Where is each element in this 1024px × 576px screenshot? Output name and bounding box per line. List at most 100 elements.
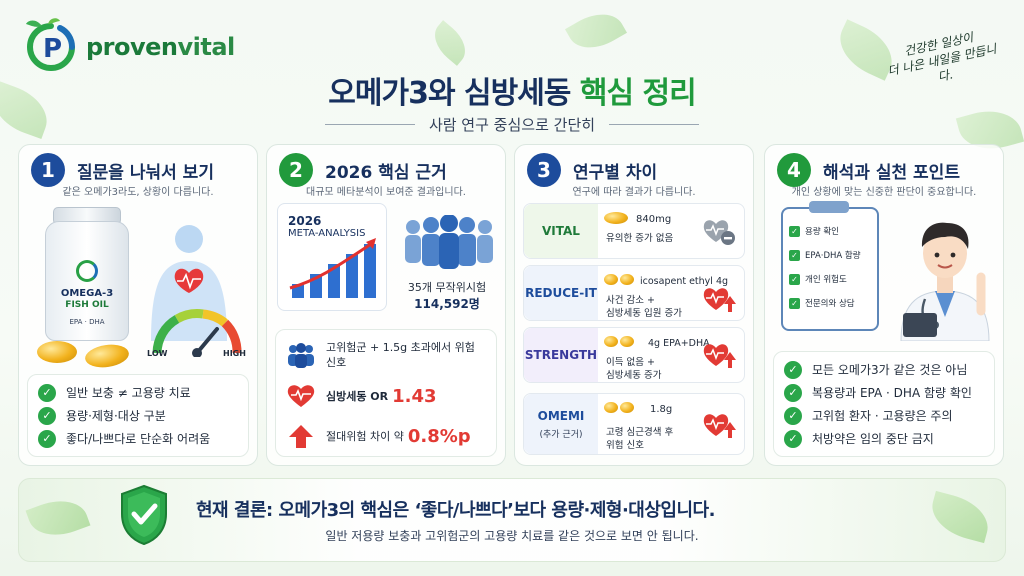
study-dose: 4g EPA+DHA: [648, 338, 710, 349]
doctor-illustration-icon: [895, 207, 995, 345]
study-name: STRENGTH: [524, 328, 598, 382]
heart-pulse-icon: [286, 382, 316, 410]
capsule-icons: [604, 402, 634, 413]
card-subtitle: 같은 오메가3라도, 상황이 다릅니다.: [62, 187, 214, 198]
card-practical-points: 4 해석과 실천 포인트 개인 상황에 맞는 신중한 판단이 중요합니다. ✓ 용…: [764, 144, 1004, 466]
card-2026-evidence: 2 2026 핵심 근거 대규모 메타분석이 보여준 결과입니다. 2026 M…: [266, 144, 506, 466]
absolute-risk-label: 절대위험 차이 약: [326, 430, 404, 443]
checklist-item: ✓ 처방약은 임의 중단 금지: [784, 427, 984, 450]
brand-logo-icon: P: [22, 18, 80, 76]
clipboard-clip: [809, 201, 849, 213]
brand-name: provenvital: [86, 33, 235, 61]
checklist-item: ✓ 일반 보충 ≠ 고용량 치료: [38, 381, 238, 404]
trials-value: 114,592명: [414, 297, 480, 311]
study-row-vital: VITAL 840mg 유의한 증가 없음: [523, 203, 745, 259]
gauge-high-label: HIGH: [223, 349, 246, 358]
clipboard-item: ✓ 개인 위험도: [789, 273, 847, 285]
check-icon: ✓: [38, 383, 56, 402]
or-label: 심방세동 OR: [326, 390, 389, 403]
meta-year: 2026: [288, 214, 322, 228]
stat-row: 심방세동 OR 1.43: [286, 382, 488, 410]
heart-minus-icon: [702, 216, 736, 250]
card-study-differences: 3 연구별 차이 연구에 따라 결과가 다릅니다. VITAL 840mg 유의…: [514, 144, 754, 466]
leaf-decoration: [564, 3, 628, 59]
shield-check-icon: [118, 484, 170, 550]
svg-text:P: P: [43, 34, 62, 64]
capsule-icon: [83, 342, 131, 370]
heart-up-icon: [702, 340, 736, 374]
trials-label: 35개 무작위시험: [407, 281, 487, 294]
bottle-label: OMEGA-3: [60, 288, 114, 299]
card-subtitle: 대규모 메타분석이 보여준 결과입니다.: [306, 187, 466, 198]
capsule-icons: [604, 212, 628, 224]
study-result: 고령 심근경색 후 위험 신호: [606, 427, 674, 451]
subtitle-row: 사람 연구 중심으로 간단히: [0, 114, 1024, 135]
checklist: ✓ 모든 오메가3가 같은 것은 아님 ✓ 복용량과 EPA · DHA 함량 확인…: [773, 351, 995, 457]
brand-logo: P provenvital: [22, 18, 235, 76]
step-number-badge: 2: [279, 153, 313, 187]
check-icon: ✓: [789, 225, 800, 237]
study-name: REDUCE-IT: [524, 266, 598, 320]
stats-panel: 고위험군 + 1.5g 초과에서 위험 신호 심방세동 OR 1.43 절대위험…: [275, 329, 497, 457]
risk-gauge: [147, 305, 247, 361]
divider: [609, 124, 700, 125]
checklist-item: ✓ 복용량과 EPA · DHA 함량 확인: [784, 381, 984, 404]
card-header: 4 해석과 실천 포인트: [777, 153, 960, 187]
arrow-up-icon: [286, 422, 316, 450]
stat-row: 절대위험 차이 약 0.8%p: [286, 422, 488, 450]
page-title: 오메가3와 심방세동 핵심 정리: [328, 76, 696, 111]
conclusion-text: 현재 결론: 오메가3의 핵심은 ‘좋다/나쁘다’보다 용량·제형·대상입니다.: [196, 500, 715, 521]
step-number-badge: 3: [527, 153, 561, 187]
checklist-item: ✓ 용량·제형·대상 구분: [38, 404, 238, 427]
card-split-question: 1 질문을 나눠서 보기 같은 오메가3라도, 상황이 다릅니다. OMEGA-…: [18, 144, 258, 466]
study-result: 사건 감소 + 심방세동 입원 증가: [606, 295, 682, 319]
card-subtitle: 연구에 따라 결과가 다릅니다.: [572, 187, 696, 198]
check-icon: ✓: [784, 406, 802, 425]
card-title: 해석과 실천 포인트: [823, 162, 960, 183]
card-title: 질문을 나눠서 보기: [77, 162, 214, 183]
card-header: 1 질문을 나눠서 보기: [31, 153, 214, 187]
study-name: OMEMI (추가 근거): [524, 394, 598, 454]
card-header: 2 2026 핵심 근거: [279, 153, 447, 187]
check-icon: ✓: [789, 297, 800, 309]
clipboard-item: ✓ EPA·DHA 함량: [789, 249, 861, 261]
stat-high-risk-text: 고위험군 + 1.5g 초과에서 위험 신호: [326, 341, 475, 369]
step-number-badge: 1: [31, 153, 65, 187]
conclusion-banner: [18, 478, 1006, 562]
clipboard-item: ✓ 전문의와 상담: [789, 297, 855, 309]
gauge-low-label: LOW: [147, 349, 168, 358]
bottle-sublabel: FISH OIL: [65, 300, 109, 310]
check-icon: ✓: [784, 383, 802, 402]
check-icon: ✓: [38, 406, 56, 425]
card-header: 3 연구별 차이: [527, 153, 657, 187]
leaf-decoration: [426, 20, 474, 66]
checklist-item: ✓ 좋다/나쁘다로 단순화 어려움: [38, 427, 238, 450]
group-icon: [286, 341, 316, 369]
bottle-logo-icon: [76, 260, 98, 282]
capsule-icon: [37, 341, 77, 363]
conclusion-note: 일반 저용량 보충과 고위험군의 고용량 치료를 같은 것으로 보면 안 됩니다…: [325, 529, 699, 543]
check-icon: ✓: [784, 360, 802, 379]
study-result: 유의한 증가 없음: [606, 233, 674, 244]
card-title: 연구별 차이: [573, 162, 658, 183]
study-row-reduce-it: REDUCE-IT icosapent ethyl 4g 사건 감소 + 심방세동…: [523, 265, 745, 321]
meta-label: META-ANALYSIS: [288, 228, 366, 239]
stat-row: 고위험군 + 1.5g 초과에서 위험 신호: [286, 340, 488, 370]
bottle-sublabel-2: EPA · DHA: [69, 318, 105, 326]
heart-up-icon: [702, 410, 736, 444]
check-icon: ✓: [789, 249, 800, 261]
check-icon: ✓: [784, 429, 802, 448]
meta-analysis-chart: 2026 META-ANALYSIS: [277, 203, 387, 311]
page-subtitle: 사람 연구 중심으로 간단히: [428, 116, 596, 134]
check-icon: ✓: [789, 273, 800, 285]
study-row-omemi: OMEMI (추가 근거) 1.8g 고령 심근경색 후 위험 신호: [523, 393, 745, 455]
study-row-strength: STRENGTH 4g EPA+DHA 이득 없음 + 심방세동 증가: [523, 327, 745, 383]
omega3-bottle: OMEGA-3 FISH OIL EPA · DHA: [45, 221, 129, 341]
study-dose: 840mg: [636, 214, 672, 225]
clipboard-item: ✓ 용량 확인: [789, 225, 839, 237]
checklist-item: ✓ 고위험 환자 · 고용량은 주의: [784, 404, 984, 427]
participants-icon: [401, 214, 497, 275]
checklist-item: ✓ 모든 오메가3가 같은 것은 아님: [784, 358, 984, 381]
or-value: 1.43: [392, 385, 437, 407]
absolute-risk-value: 0.8%p: [407, 425, 471, 447]
